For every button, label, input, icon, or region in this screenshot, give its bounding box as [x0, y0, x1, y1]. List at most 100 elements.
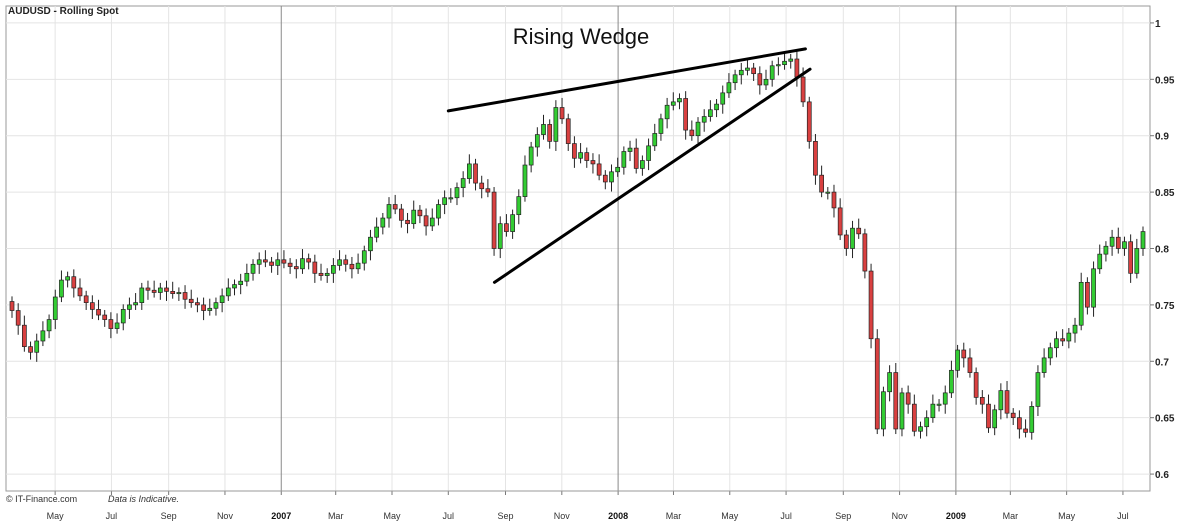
- candle-up: [355, 253, 361, 274]
- candle-up: [466, 154, 472, 184]
- candle-body: [442, 197, 447, 205]
- candle-body: [201, 304, 206, 311]
- candle-body: [640, 160, 645, 169]
- candle-down: [547, 119, 553, 149]
- candle-up: [942, 385, 948, 414]
- candle-body: [139, 287, 145, 303]
- candle-up: [460, 171, 466, 198]
- candle-up: [541, 114, 546, 140]
- candle-up: [701, 109, 707, 132]
- y-tick-label: 0.85: [1155, 188, 1175, 199]
- candle-body: [250, 263, 256, 274]
- candle-up: [454, 182, 460, 206]
- candle-up: [664, 97, 670, 129]
- candle-body: [695, 121, 701, 137]
- candle-down: [343, 254, 349, 272]
- candle-down: [170, 281, 176, 299]
- candle-down: [473, 158, 478, 191]
- candle-up: [670, 92, 676, 111]
- candle-up: [238, 273, 244, 295]
- candle-down: [633, 138, 639, 174]
- candle-up: [726, 73, 732, 98]
- candle-down: [905, 385, 911, 414]
- candle-up: [442, 190, 447, 215]
- candle-body: [763, 78, 769, 86]
- candle-body: [349, 263, 355, 270]
- candle-body: [1066, 332, 1072, 342]
- candle-body: [423, 215, 429, 227]
- candle-body: [331, 265, 336, 274]
- candle-up: [1109, 229, 1115, 256]
- candle-body: [874, 338, 880, 430]
- candle-body: [522, 164, 528, 197]
- candle-up: [114, 313, 120, 334]
- candle-up: [1054, 331, 1059, 358]
- candle-down: [96, 299, 101, 321]
- candle-body: [479, 182, 485, 190]
- x-tick-label: Nov: [554, 511, 571, 521]
- candle-body: [324, 272, 330, 276]
- candle-body: [225, 287, 231, 297]
- candle-up: [609, 164, 614, 192]
- candle-body: [837, 207, 843, 236]
- candle-body: [1097, 253, 1103, 270]
- candle-body: [1085, 281, 1090, 308]
- candle-down: [15, 303, 21, 335]
- candle-body: [534, 134, 540, 148]
- candle-down: [757, 66, 763, 95]
- candle-down: [83, 290, 89, 310]
- candle-body: [473, 163, 478, 184]
- candle-up: [213, 297, 219, 316]
- candle-body: [386, 204, 392, 219]
- candle-down: [405, 212, 410, 234]
- candle-body: [417, 209, 423, 217]
- x-tick-label: May: [47, 511, 65, 521]
- candle-body: [794, 58, 800, 78]
- candle-body: [436, 204, 441, 219]
- candle-body: [973, 372, 979, 398]
- candle-up: [695, 117, 701, 144]
- candle-up: [881, 386, 886, 437]
- candle-up: [1097, 244, 1103, 274]
- candle-body: [986, 403, 991, 429]
- candle-body: [157, 287, 163, 293]
- candle-body: [9, 301, 15, 311]
- candle-body: [701, 116, 707, 123]
- candle-up: [1122, 236, 1127, 256]
- x-tick-label: Sep: [835, 511, 851, 521]
- candle-up: [720, 85, 726, 114]
- candle-up: [732, 69, 738, 91]
- candle-up: [510, 209, 515, 239]
- candle-body: [15, 310, 21, 326]
- candle-down: [572, 136, 577, 168]
- candle-up: [930, 394, 936, 423]
- y-tick-label: 0.8: [1155, 245, 1169, 256]
- data-disclaimer: Data is Indicative.: [108, 494, 179, 504]
- candle-up: [769, 60, 775, 87]
- candle-up: [1134, 238, 1140, 279]
- candle-body: [28, 346, 33, 353]
- candle-up: [232, 279, 237, 296]
- source-credit: © IT-Finance.com: [6, 494, 77, 504]
- candle-down: [392, 194, 398, 215]
- candle-body: [670, 101, 676, 106]
- candle-up: [275, 252, 281, 276]
- candle-body: [120, 309, 126, 324]
- candle-body: [1004, 390, 1010, 414]
- candle-up: [708, 100, 713, 122]
- candle-body: [843, 234, 849, 249]
- y-axis: 1 0.95 0.9 0.85 0.8 0.75 0.7 0.65 0.6: [1150, 19, 1175, 481]
- x-tick-label: Mar: [666, 511, 682, 521]
- candle-down: [423, 208, 429, 236]
- candle-down: [843, 229, 849, 256]
- candle-body: [683, 98, 689, 131]
- candle-body: [368, 236, 373, 252]
- candle-body: [1122, 241, 1127, 249]
- candle-down: [182, 285, 188, 309]
- candle-body: [1078, 281, 1084, 326]
- candle-body: [1128, 241, 1133, 274]
- candle-body: [195, 302, 200, 306]
- candle-body: [392, 204, 398, 210]
- candle-body: [584, 152, 590, 161]
